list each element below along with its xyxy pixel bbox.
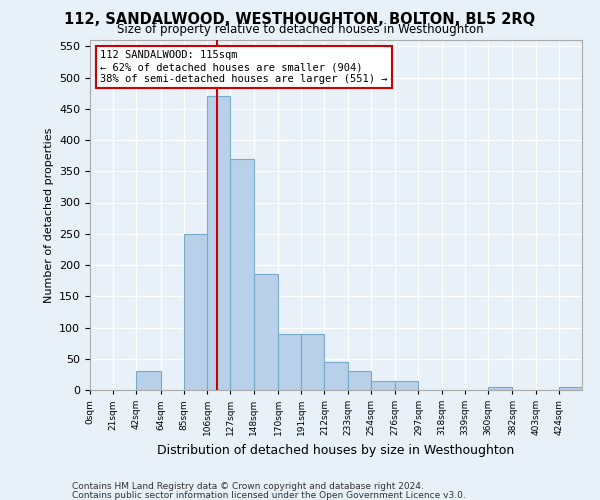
Text: Contains HM Land Registry data © Crown copyright and database right 2024.: Contains HM Land Registry data © Crown c… [72, 482, 424, 491]
X-axis label: Distribution of detached houses by size in Westhoughton: Distribution of detached houses by size … [157, 444, 515, 456]
Bar [325, 362, 347, 390]
Bar [347, 371, 371, 390]
Y-axis label: Number of detached properties: Number of detached properties [44, 128, 53, 302]
Bar [136, 371, 161, 390]
Bar [254, 274, 278, 390]
Bar [207, 96, 230, 390]
Text: 112, SANDALWOOD, WESTHOUGHTON, BOLTON, BL5 2RQ: 112, SANDALWOOD, WESTHOUGHTON, BOLTON, B… [64, 12, 536, 28]
Text: Size of property relative to detached houses in Westhoughton: Size of property relative to detached ho… [116, 22, 484, 36]
Bar [559, 387, 582, 390]
Text: Contains public sector information licensed under the Open Government Licence v3: Contains public sector information licen… [72, 490, 466, 500]
Bar [395, 380, 418, 390]
Bar [371, 380, 395, 390]
Bar [488, 387, 512, 390]
Bar [278, 334, 301, 390]
Bar [184, 234, 207, 390]
Text: 112 SANDALWOOD: 115sqm
← 62% of detached houses are smaller (904)
38% of semi-de: 112 SANDALWOOD: 115sqm ← 62% of detached… [100, 50, 388, 84]
Bar [301, 334, 325, 390]
Bar [230, 159, 254, 390]
